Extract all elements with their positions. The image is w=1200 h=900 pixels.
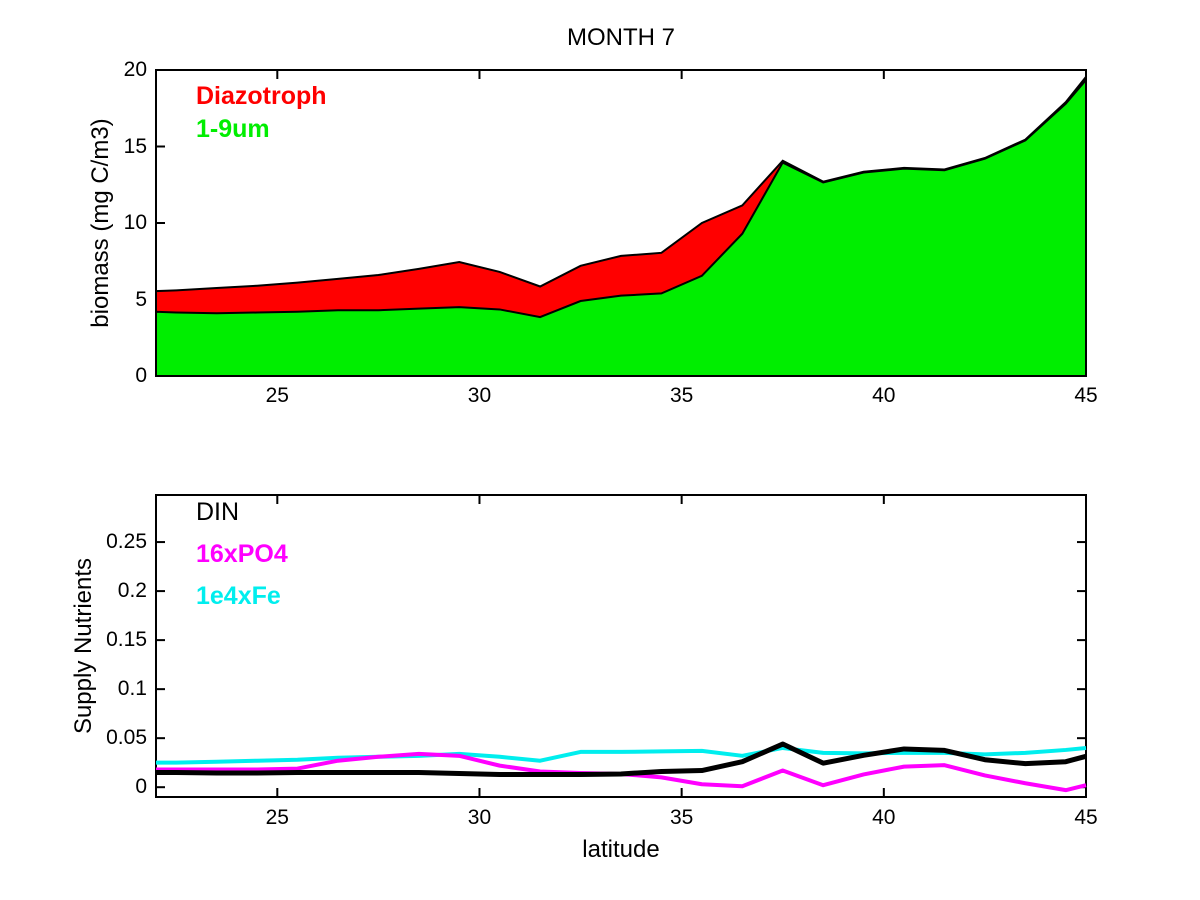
din-line [156, 741, 1087, 777]
y-tick-label: 0 [135, 364, 147, 387]
y-tick-label: 5 [135, 287, 147, 311]
y-tick-label: 0.2 [117, 579, 147, 603]
x-tick-label: 35 [669, 806, 694, 829]
x-tick-label: 25 [265, 806, 289, 829]
y-tick-label: 0.1 [117, 677, 147, 701]
x-tick-label: 30 [467, 806, 492, 829]
axes-box [155, 494, 1087, 798]
y-tick-label: 0.25 [106, 530, 147, 554]
legend-din: DIN [196, 498, 240, 526]
y-tick-label: 0.15 [106, 628, 147, 652]
nutrients-line-plot [155, 494, 1087, 798]
1-9um-area [155, 77, 1087, 377]
legend-1-9um: 1-9um [196, 115, 270, 143]
x-tick-label: 40 [872, 806, 896, 829]
x-tick-label: 30 [467, 384, 492, 407]
legend-diazotroph: Diazotroph [196, 82, 327, 110]
y-tick-label: 10 [123, 211, 147, 234]
x-axis-label: latitude [582, 836, 660, 863]
y-tick-label: 0 [135, 775, 147, 799]
x-tick-label: 45 [1074, 384, 1098, 407]
legend-1e4xfe: 1e4xFe [196, 582, 281, 610]
x-tick-label: 35 [669, 384, 694, 407]
plot-title: MONTH 7 [567, 24, 675, 51]
legend-16xpo4: 16xPO4 [196, 540, 288, 568]
y-tick-label: 0.05 [106, 726, 147, 750]
y-tick-label: 20 [123, 58, 147, 81]
x-tick-label: 40 [872, 384, 896, 407]
x-tick-label: 45 [1074, 806, 1098, 829]
x-tick-label: 25 [265, 384, 289, 407]
biomass-area-plot [155, 69, 1087, 377]
y-tick-label: 15 [123, 134, 147, 158]
